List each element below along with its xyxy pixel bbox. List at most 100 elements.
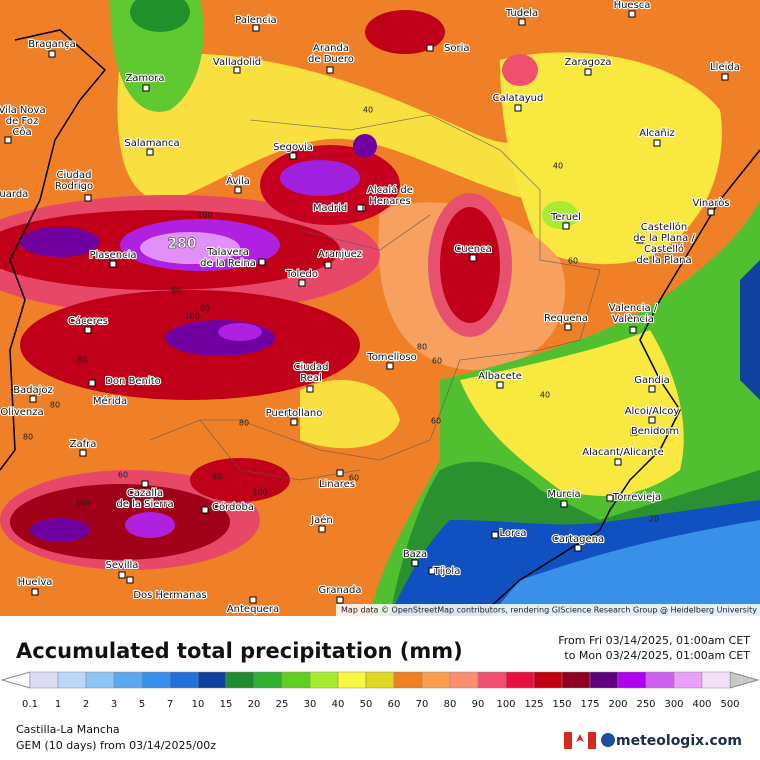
city-dot [109, 260, 117, 268]
city-dot [606, 494, 614, 502]
city-label: Lleida [710, 62, 740, 73]
city-label: Lorca [499, 528, 526, 539]
city-label: Córdoba [212, 501, 254, 513]
city-label: Talavera [206, 247, 249, 258]
footer: Accumulated total precipitation (mm) Fro… [0, 634, 760, 752]
city-dot [306, 385, 314, 393]
city-dot [258, 258, 266, 266]
brand: meteologix.com [616, 733, 742, 749]
city-dot [298, 279, 306, 287]
legend-swatch [393, 671, 423, 689]
legend-swatch [533, 671, 563, 689]
city-dot [629, 326, 637, 334]
region: Castilla-La Mancha [16, 723, 120, 736]
legend: 0.1 1 2 3 5 7 10 15 20 25 30 40 50 60 70 80 90 100 125 150 1… [22, 671, 740, 710]
province-border [149, 114, 601, 481]
contour-label: 100 [184, 312, 199, 321]
legend-tick-label: 0.1 [22, 699, 38, 710]
zone [125, 512, 175, 538]
legend-tick-label: 250 [636, 699, 655, 710]
city-label: Albacete [478, 371, 522, 382]
legend-arrow-high [729, 671, 760, 689]
legend-swatch [421, 671, 451, 689]
contour-label: 80 [171, 286, 181, 295]
city-dot [356, 204, 364, 212]
city-dot [84, 326, 92, 334]
city-dot [707, 208, 715, 216]
legend-tick-label: 5 [139, 699, 145, 710]
legend-swatch [57, 671, 87, 689]
contour-label: 100 [75, 499, 90, 508]
legend-swatch [561, 671, 591, 689]
city-label: Badajoz [13, 385, 53, 396]
city-dot [469, 254, 477, 262]
city-label: Real [300, 373, 322, 384]
city-label: Benidorm [631, 426, 679, 437]
city-dot [336, 469, 344, 477]
legend-swatch [449, 671, 479, 689]
city-label: Puertollano [266, 408, 323, 419]
city-dot [79, 449, 87, 457]
city-label: Granada [319, 585, 362, 596]
legend-swatch [225, 671, 255, 689]
city-label: Palencia [235, 15, 276, 26]
brand-icon [601, 733, 615, 747]
city-dot [514, 104, 522, 112]
city-dot [146, 148, 154, 156]
city-dot [88, 379, 96, 387]
city-label: Vinaròs [692, 197, 729, 209]
legend-swatch [645, 671, 675, 689]
zone [20, 227, 100, 257]
city-label: Salamanca [124, 138, 179, 149]
city-label: Murcia [547, 489, 580, 500]
city-dot [126, 576, 134, 584]
legend-tick-label: 40 [332, 699, 345, 710]
legend-tick-label: 2 [83, 699, 89, 710]
city-dot [648, 416, 656, 424]
contour-label: 80 [239, 419, 249, 428]
contour-label: 80 [200, 304, 210, 313]
legend-tick-label: 3 [111, 699, 117, 710]
legend-tick-label: 300 [664, 699, 683, 710]
period-to: to Mon 03/24/2025, 01:00am CET [564, 649, 750, 662]
city-label: Jaén [310, 514, 333, 526]
city-label: Segovia [273, 142, 313, 153]
city-dot [411, 559, 419, 567]
legend-tick-label: 30 [304, 699, 317, 710]
zone [353, 134, 377, 158]
legend-swatch [365, 671, 395, 689]
city-label: de Duero [308, 54, 354, 65]
contour-label: 100 [197, 211, 212, 220]
city-dot [428, 567, 436, 575]
city-dot [491, 531, 499, 539]
city-dot [386, 362, 394, 370]
coastline [479, 149, 760, 616]
city-dot [426, 44, 434, 52]
city-label: Alcoi/Alcoy [625, 406, 680, 417]
city-label: Castelló [644, 243, 684, 255]
city-label: de la Sierra [116, 499, 173, 510]
legend-swatch [169, 671, 199, 689]
city-label: Madrid [313, 203, 347, 214]
legend-tick-label: 25 [276, 699, 289, 710]
city-dot [31, 588, 39, 596]
zone [280, 160, 360, 196]
zone [365, 10, 445, 54]
legend-tick-label: 200 [608, 699, 627, 710]
city-dot [233, 66, 241, 74]
city-dot [653, 139, 661, 147]
city-label: Ávila [226, 174, 250, 187]
legend-tick-label: 500 [720, 699, 739, 710]
contour-label: 280 [167, 236, 196, 252]
city-dot [141, 480, 149, 488]
legend-tick-label: 50 [360, 699, 373, 710]
legend-swatch [477, 671, 507, 689]
city-label: Guarda [0, 189, 28, 200]
city-label: Ciudad [294, 362, 329, 373]
legend-tick-label: 20 [248, 699, 261, 710]
city-label: Calatayud [493, 93, 544, 104]
city-label: Gandia [634, 375, 669, 386]
city-label: Henares [369, 196, 410, 207]
contour-label: 100 [252, 488, 267, 497]
city-label: Cazalla [127, 488, 163, 499]
